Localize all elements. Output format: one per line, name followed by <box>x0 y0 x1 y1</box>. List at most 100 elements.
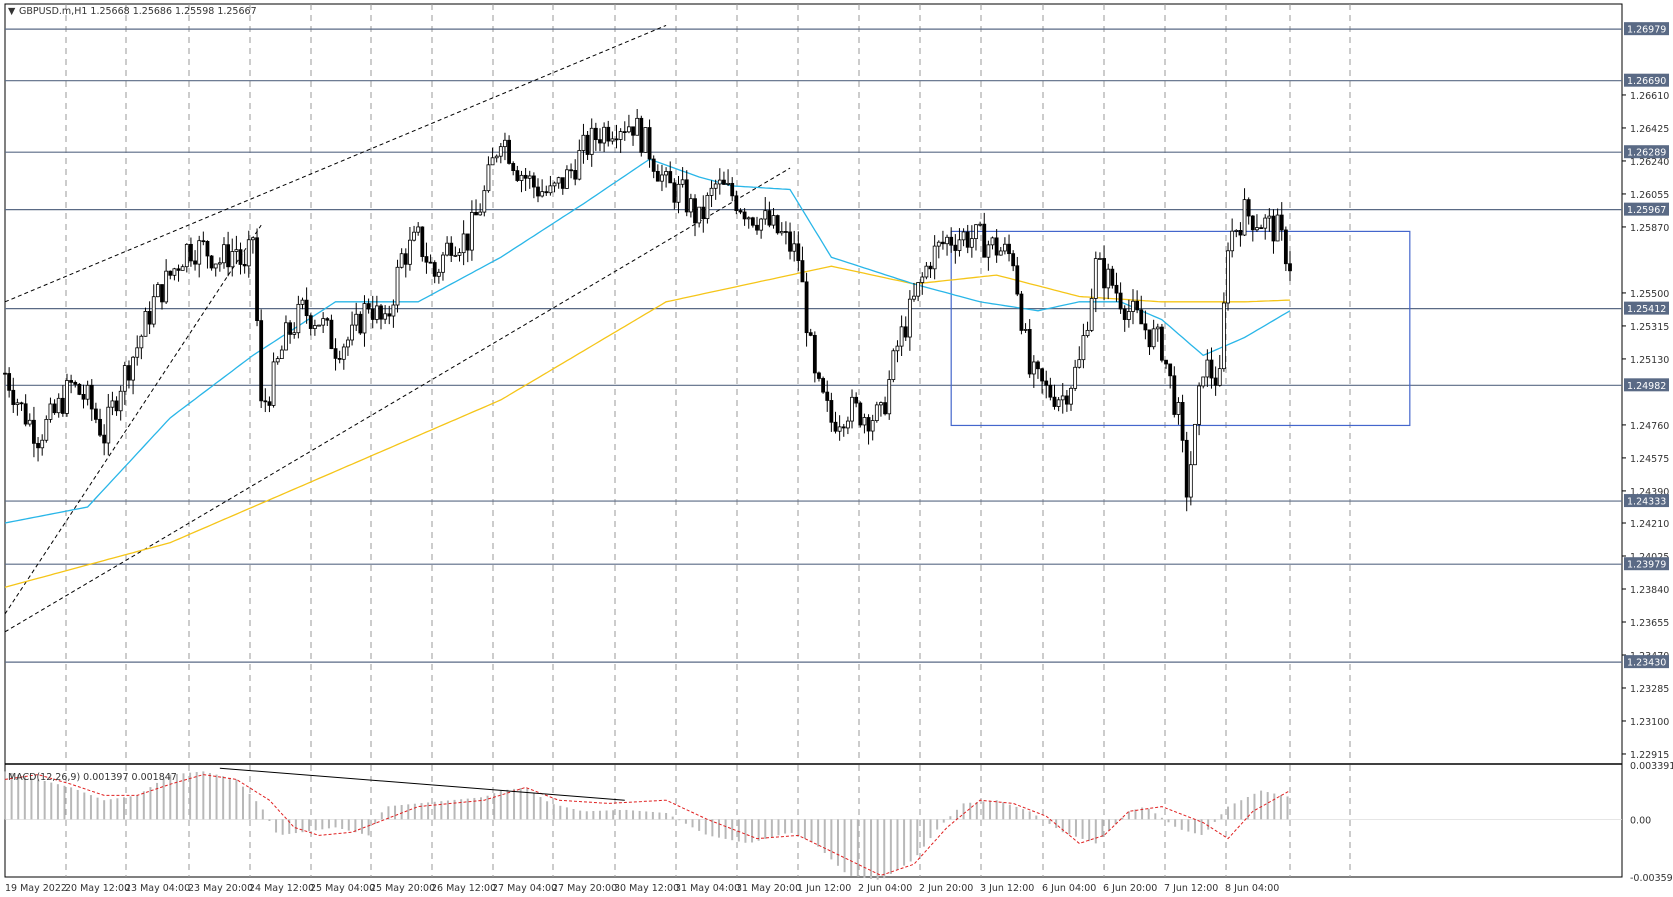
candle-body <box>531 175 536 188</box>
candle-body <box>1263 217 1268 229</box>
candle-body <box>1073 366 1078 389</box>
candle-body <box>833 421 838 432</box>
candle-body <box>1234 230 1239 232</box>
candle-body <box>60 397 65 414</box>
candle-body <box>1110 268 1115 286</box>
candle-body <box>953 244 958 251</box>
candle-body <box>684 179 689 213</box>
candle-body <box>1093 258 1098 299</box>
y-tick-label: 1.24210 <box>1630 519 1669 530</box>
candle-body <box>738 210 743 213</box>
candle-body <box>854 396 859 404</box>
candle-body <box>1209 359 1214 379</box>
candle-body <box>259 320 264 402</box>
candle-body <box>1106 268 1111 289</box>
candle-body <box>1044 380 1049 386</box>
candle-body <box>804 281 809 334</box>
candle-body <box>399 253 404 268</box>
candle-body <box>817 372 821 379</box>
candle-body <box>131 356 135 381</box>
candle-body <box>329 319 334 350</box>
candle-body <box>1114 284 1119 294</box>
candle-body <box>717 179 722 185</box>
candle-body <box>920 276 925 283</box>
candle-body <box>453 254 458 257</box>
candle-body <box>1184 439 1189 498</box>
candle-body <box>845 420 850 429</box>
candle-body <box>354 313 359 326</box>
candle-body <box>420 226 425 257</box>
candle-body <box>775 215 780 234</box>
candle-body <box>986 244 991 258</box>
candle-body <box>1031 361 1036 375</box>
candle-body <box>292 332 297 335</box>
candle-body <box>1056 399 1061 407</box>
price-level-badge <box>1624 73 1669 87</box>
candle-body <box>503 139 507 148</box>
y-tick-label: 1.26055 <box>1630 190 1669 201</box>
price-level-badge <box>1624 145 1669 159</box>
candle-body <box>201 240 206 243</box>
candle-body <box>494 155 499 159</box>
candle-body <box>362 303 367 334</box>
candle-body <box>606 126 611 142</box>
candle-body <box>325 318 330 321</box>
candle-body <box>69 380 74 383</box>
candle-body <box>879 402 883 406</box>
candle-body <box>271 361 276 406</box>
candle-body <box>726 182 730 185</box>
candle-body <box>176 268 181 271</box>
y-tick-label: 1.26240 <box>1630 157 1669 168</box>
candle-body <box>676 183 681 203</box>
candle-body <box>77 383 82 395</box>
candle-body <box>982 223 987 258</box>
candle-body <box>870 420 875 432</box>
x-tick-label: 26 May 12:00 <box>431 883 496 894</box>
candle-body <box>544 191 549 194</box>
candle-body <box>672 182 677 203</box>
candle-body <box>168 270 173 276</box>
macd-y-tick-label: -0.003595 <box>1630 873 1673 884</box>
candle-body <box>1283 229 1288 265</box>
candle-body <box>635 117 640 136</box>
candle-body <box>1172 375 1177 415</box>
macd-y-tick-label: 0.00 <box>1630 815 1651 826</box>
candle-body <box>40 439 45 449</box>
candle-body <box>651 158 656 172</box>
candle-body <box>1217 368 1222 386</box>
candle-body <box>903 326 908 338</box>
candle-body <box>482 190 487 213</box>
candle-body <box>1155 326 1160 330</box>
candle-body <box>238 249 243 265</box>
candle-body <box>643 127 648 153</box>
candle-body <box>209 255 214 269</box>
candle-body <box>48 403 53 420</box>
candle-body <box>627 126 631 133</box>
price-level-label: 1.24982 <box>1627 381 1666 392</box>
candle-body <box>412 231 416 241</box>
candle-body <box>337 358 342 360</box>
candle-body <box>507 139 511 164</box>
candle-body <box>569 169 573 172</box>
candle-body <box>916 282 921 297</box>
y-tick-label: 1.23100 <box>1630 717 1669 728</box>
candle-body <box>304 299 309 317</box>
candle-body <box>279 349 284 359</box>
candles <box>3 109 1292 512</box>
candle-body <box>771 215 776 226</box>
candle-body <box>755 224 759 231</box>
candle-body <box>498 146 503 157</box>
candle-body <box>32 419 36 444</box>
candle-body <box>1151 328 1156 348</box>
candle-body <box>552 182 557 187</box>
candle-body <box>288 322 292 335</box>
candle-body <box>1188 464 1193 498</box>
candle-body <box>610 138 615 142</box>
candle-body <box>577 150 582 180</box>
candle-body <box>705 194 710 220</box>
candle-body <box>222 244 226 264</box>
candle-body <box>213 263 218 269</box>
candle-body <box>693 198 697 224</box>
candle-body <box>1255 227 1259 231</box>
